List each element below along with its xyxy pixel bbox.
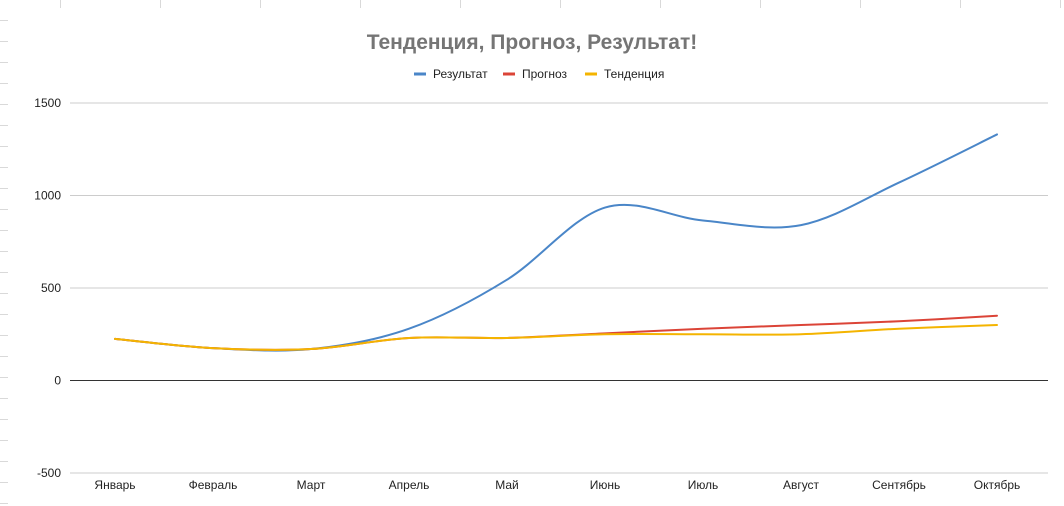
- y-tick-label: 1500: [34, 96, 61, 110]
- sheet-column-line: [60, 0, 61, 8]
- sheet-row-line: [0, 293, 8, 294]
- sheet-row-line: [0, 314, 8, 315]
- sheet-row-line: [0, 167, 8, 168]
- sheet-row-line: [0, 83, 8, 84]
- sheet-row-line: [0, 125, 8, 126]
- sheet-row-line: [0, 461, 8, 462]
- sheet-column-line: [1060, 0, 1061, 8]
- x-tick-label: Март: [297, 478, 326, 492]
- series-line-Прогноз: [114, 314, 998, 351]
- y-axis: -500 0 500 1000 1500: [34, 96, 61, 480]
- legend-label: Результат: [433, 67, 488, 81]
- sheet-column-line: [460, 0, 461, 8]
- series-line-Результат: [114, 133, 998, 352]
- x-tick-label: Апрель: [389, 478, 430, 492]
- x-tick-label: Октябрь: [974, 478, 1021, 492]
- x-tick-label: Май: [495, 478, 519, 492]
- sheet-row-line: [0, 356, 8, 357]
- x-tick-label: Сентябрь: [872, 478, 926, 492]
- x-tick-label: Январь: [94, 478, 135, 492]
- sheet-row-line: [0, 251, 8, 252]
- sheet-row-line: [0, 272, 8, 273]
- sheet-row-line: [0, 20, 8, 21]
- x-axis: Январь Февраль Март Апрель Май Июнь Июль Август…: [94, 478, 1020, 492]
- sheet-row-line: [0, 377, 8, 378]
- sheet-row-line: [0, 503, 8, 504]
- sheet-column-line: [960, 0, 961, 8]
- sheet-column-line: [360, 0, 361, 8]
- sheet-row-line: [0, 209, 8, 210]
- sheet-row-line: [0, 440, 8, 441]
- legend: Результат Прогноз Тенденция: [414, 67, 664, 81]
- sheet-row-line: [0, 230, 8, 231]
- y-tick-label: 1000: [34, 189, 61, 203]
- x-tick-label: Февраль: [189, 478, 238, 492]
- y-tick-label: 0: [54, 374, 61, 388]
- sheet-column-line: [860, 0, 861, 8]
- sheet-row-line: [0, 62, 8, 63]
- sheet-row-line: [0, 188, 8, 189]
- x-tick-label: Июнь: [590, 478, 621, 492]
- sheet-row-line: [0, 146, 8, 147]
- sheet-row-line: [0, 419, 8, 420]
- line-chart: Тенденция, Прогноз, Результат! Результат…: [34, 31, 1048, 492]
- sheet-row-line: [0, 335, 8, 336]
- sheet-column-line: [560, 0, 561, 8]
- sheet-column-line: [760, 0, 761, 8]
- x-tick-label: Август: [783, 478, 820, 492]
- chart-container[interactable]: Тенденция, Прогноз, Результат! Результат…: [8, 8, 1056, 502]
- sheet-row-line: [0, 398, 8, 399]
- gridlines: [70, 102, 1048, 474]
- x-tick-label: Июль: [688, 478, 719, 492]
- sheet-row-line: [0, 104, 8, 105]
- sheet-column-line: [660, 0, 661, 8]
- series-line-Тенденция: [114, 324, 998, 351]
- sheet-column-line: [160, 0, 161, 8]
- sheet-row-line: [0, 482, 8, 483]
- series-lines: [114, 133, 998, 352]
- legend-label: Прогноз: [522, 67, 568, 81]
- y-tick-label: 500: [41, 281, 61, 295]
- legend-label: Тенденция: [604, 67, 664, 81]
- sheet-column-line: [260, 0, 261, 8]
- sheet-row-line: [0, 41, 8, 42]
- chart-title: Тенденция, Прогноз, Результат!: [367, 31, 698, 54]
- y-tick-label: -500: [37, 466, 61, 480]
